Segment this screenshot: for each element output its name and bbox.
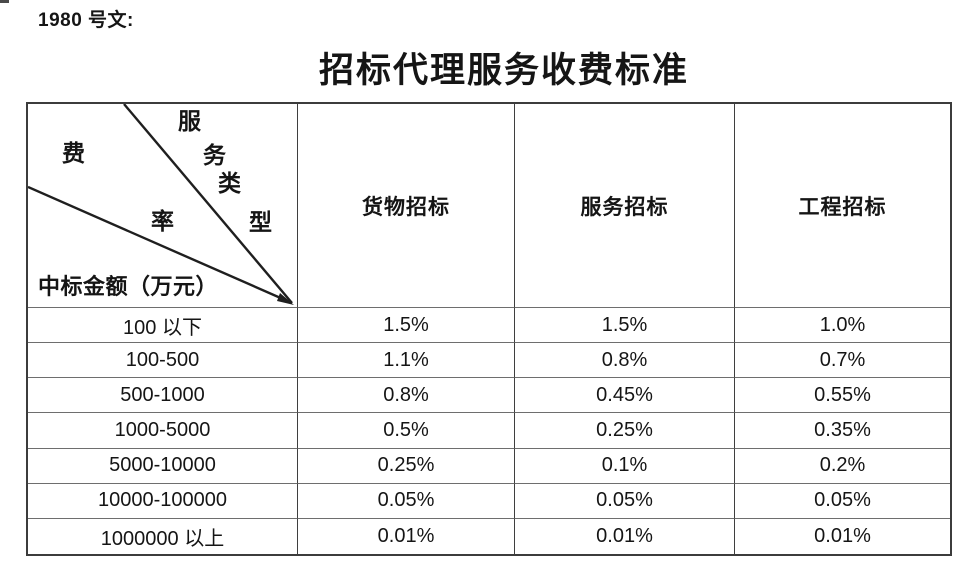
rate-engineering: 1.0% (735, 308, 950, 344)
rate-service: 0.1% (515, 448, 735, 484)
rate-service: 0.8% (515, 343, 735, 379)
row-range-label: 10000-100000 (28, 483, 298, 519)
rate-engineering: 0.05% (735, 484, 950, 519)
rate-goods: 0.5% (298, 413, 515, 449)
row-range-label: 100 以下 (28, 308, 298, 344)
corner-label-type-char4: 型 (249, 210, 272, 235)
rate-goods: 0.25% (298, 448, 515, 484)
corner-label-fee-char: 费 (62, 141, 85, 166)
rate-service: 0.45% (515, 378, 735, 414)
doc-number-label: 1980 号文: (38, 10, 134, 31)
row-range-label: 5000-10000 (28, 448, 298, 484)
column-header-goods: 货物招标 (298, 104, 515, 308)
rate-engineering: 0.7% (735, 343, 950, 379)
corner-label-type-char2: 务 (203, 143, 226, 168)
diagonal-split-lines (28, 104, 294, 305)
rate-service: 0.25% (515, 413, 735, 449)
row-range-label: 1000000 以上 (28, 518, 298, 554)
rate-engineering: 0.2% (735, 449, 950, 484)
rate-engineering: 0.55% (735, 378, 950, 414)
page-title: 招标代理服务收费标准 (319, 51, 690, 90)
corner-label-type-char3: 类 (218, 171, 241, 196)
row-range-label: 1000-5000 (28, 413, 298, 449)
rate-goods: 0.01% (298, 518, 515, 554)
column-header-engineering: 工程招标 (735, 104, 950, 308)
column-header-service: 服务招标 (515, 104, 735, 308)
rate-goods: 1.5% (298, 308, 515, 344)
rate-goods: 1.1% (298, 343, 515, 379)
corner-label-service-char: 服 (178, 109, 201, 134)
row-range-label: 100-500 (28, 343, 298, 379)
rate-goods: 0.05% (298, 483, 515, 519)
page-corner-artifact (0, 0, 9, 3)
row-range-label: 500-1000 (28, 378, 298, 414)
rate-service: 0.05% (515, 483, 735, 519)
rate-service: 1.5% (515, 308, 735, 344)
rate-engineering: 0.35% (735, 413, 950, 449)
rate-goods: 0.8% (298, 378, 515, 414)
rate-service: 0.01% (515, 518, 735, 554)
corner-label-rate-char: 率 (151, 209, 174, 234)
table-corner-header-cell: 费 率 服 务 类 型 中标金额（万元） (28, 104, 298, 308)
rate-engineering: 0.01% (814, 524, 871, 547)
fee-standard-table: 费 率 服 务 类 型 中标金额（万元） 货物招标 服务招标 工程招标 100 … (26, 102, 952, 556)
corner-label-amount: 中标金额（万元） (38, 274, 219, 299)
